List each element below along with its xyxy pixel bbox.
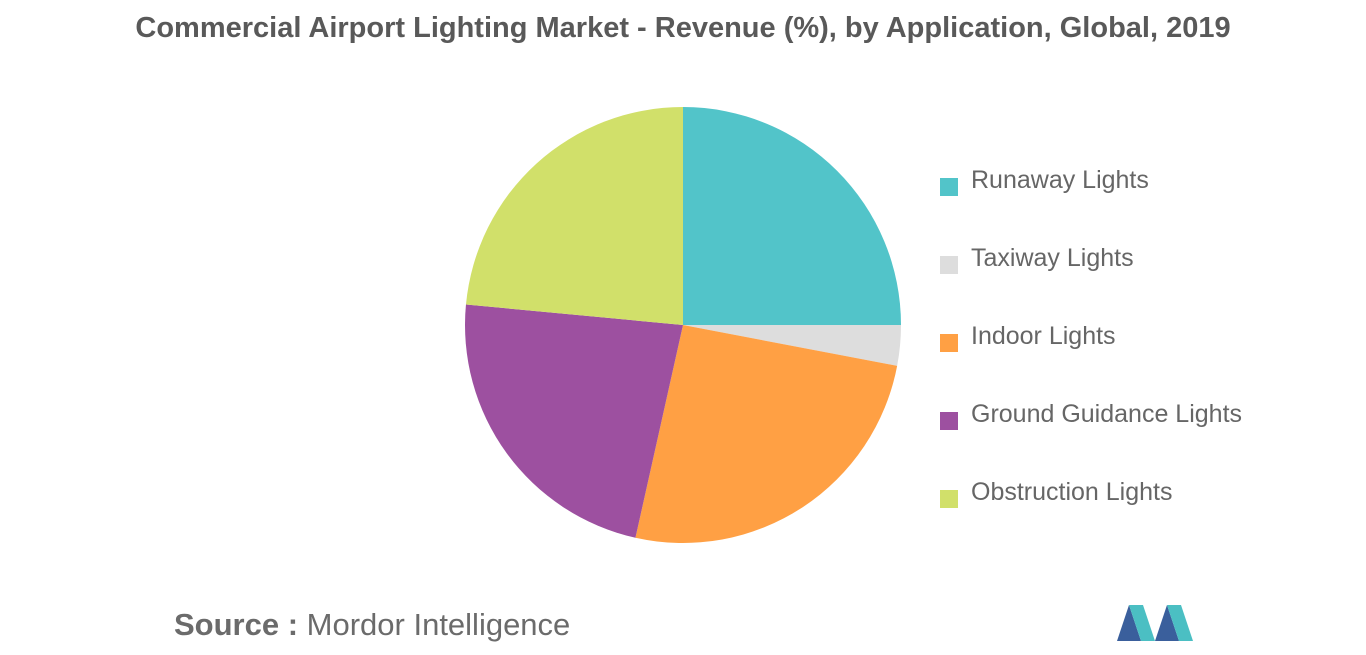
legend-item: Obstruction Lights (940, 460, 1242, 538)
legend-item: Indoor Lights (940, 304, 1242, 382)
pie-slice-runaway-lights (683, 107, 901, 325)
legend-label: Ground Guidance Lights (971, 399, 1243, 428)
source-note: Source : Mordor Intelligence (174, 607, 570, 643)
legend-item: Ground Guidance Lights (940, 382, 1242, 460)
pie-slice-ground-guidance-lights (465, 304, 683, 538)
source-label: Source : (174, 607, 299, 642)
pie-slice-taxiway-lights (683, 325, 901, 366)
legend-label: Indoor Lights (971, 321, 1116, 350)
legend-swatch (940, 256, 958, 274)
chart-legend: Runaway Lights Taxiway Lights Indoor Light… (940, 148, 1242, 538)
legend-label: Obstruction Lights (971, 477, 1173, 506)
chart-title: Commercial Airport Lighting Market - Rev… (135, 12, 1231, 44)
legend-item: Taxiway Lights (940, 226, 1242, 304)
pie-slice-indoor-lights (635, 325, 898, 544)
legend-swatch (940, 490, 958, 508)
pie-slice-obstruction-lights (465, 107, 683, 325)
legend-label: Taxiway Lights (971, 243, 1134, 272)
legend-label: Runaway Lights (971, 165, 1149, 194)
mordor-intelligence-logo (1117, 603, 1193, 646)
legend-swatch (940, 412, 958, 430)
legend-item: Runaway Lights (940, 148, 1242, 226)
legend-swatch (940, 178, 958, 196)
legend-swatch (940, 334, 958, 352)
source-name: Mordor Intelligence (306, 607, 571, 642)
